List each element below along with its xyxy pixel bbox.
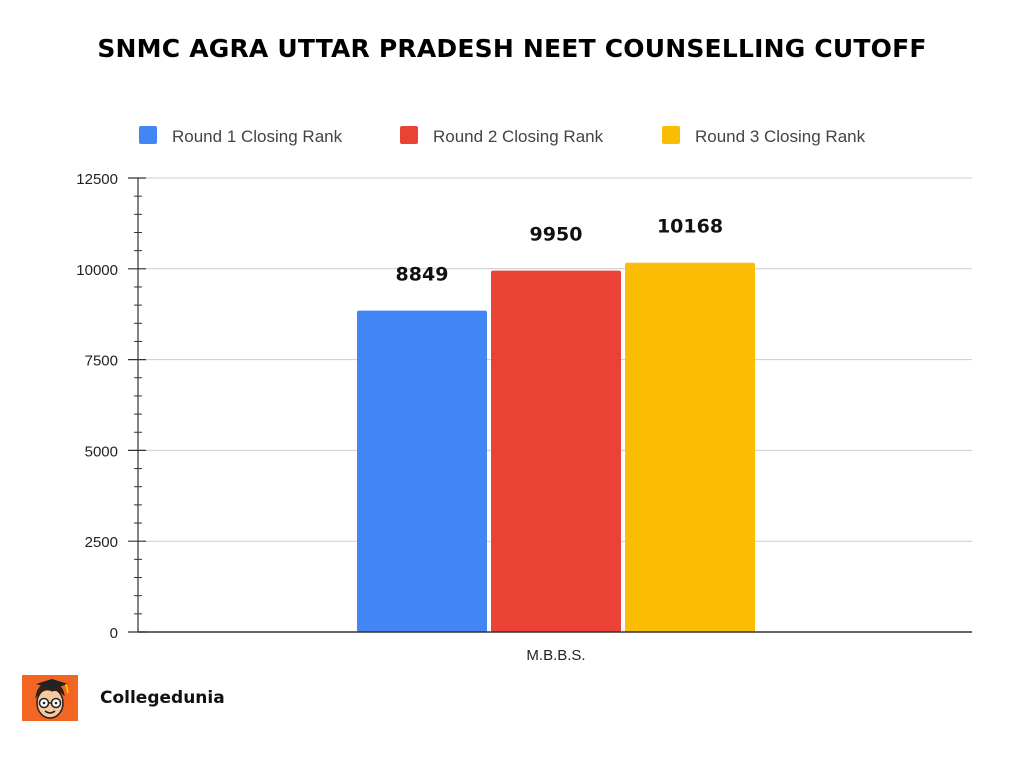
legend: Round 1 Closing Rank Round 2 Closing Rank…: [139, 126, 866, 146]
legend-item-round-2: Round 2 Closing Rank: [400, 126, 604, 146]
y-tick-label: 5000: [85, 443, 118, 460]
bar-round-3: [625, 262, 755, 632]
legend-item-round-1: Round 1 Closing Rank: [139, 126, 343, 146]
y-tick-label: 2500: [85, 534, 118, 551]
legend-swatch: [662, 126, 680, 144]
data-label: 8849: [396, 264, 449, 286]
brand: Collegedunia: [22, 675, 225, 721]
legend-label: Round 2 Closing Rank: [433, 127, 604, 146]
y-tick-label: 12500: [76, 171, 118, 188]
page-title: SNMC AGRA UTTAR PRADESH NEET COUNSELLING…: [97, 34, 927, 63]
bar-round-2: [491, 270, 621, 632]
legend-label: Round 3 Closing Rank: [695, 127, 866, 146]
legend-swatch: [400, 126, 418, 144]
legend-swatch: [139, 126, 157, 144]
y-axis: 0 2500 5000 7500 10000 12500: [76, 171, 146, 642]
data-label: 9950: [530, 224, 583, 246]
data-labels: 8849 9950 10168: [396, 216, 724, 286]
legend-item-round-3: Round 3 Closing Rank: [662, 126, 866, 146]
legend-label: Round 1 Closing Rank: [172, 127, 343, 146]
data-label: 10168: [657, 216, 723, 238]
y-tick-label: 0: [110, 625, 118, 642]
bars: [357, 262, 755, 632]
y-tick-label: 10000: [76, 262, 118, 279]
brand-name: Collegedunia: [100, 688, 225, 708]
bar-round-1: [357, 310, 487, 632]
cartoon-student-logo-icon: [22, 675, 78, 721]
x-axis: M.B.B.S.: [138, 631, 972, 664]
x-tick-label: M.B.B.S.: [526, 647, 585, 664]
y-tick-label: 7500: [85, 353, 118, 370]
